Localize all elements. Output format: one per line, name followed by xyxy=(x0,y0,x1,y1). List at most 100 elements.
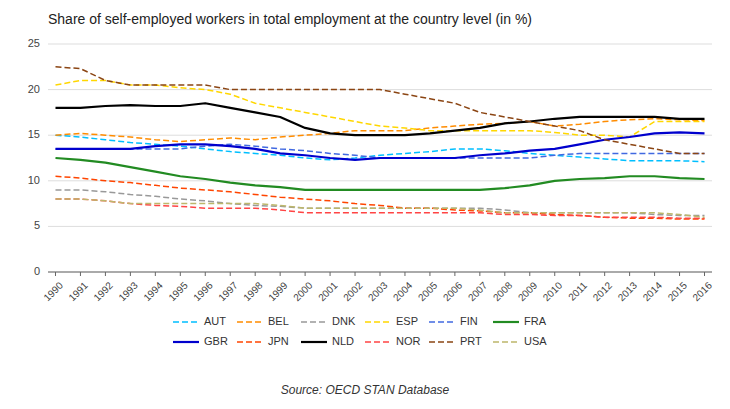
x-tick xyxy=(205,272,206,276)
x-tick-label: 2014 xyxy=(641,279,665,303)
x-tick-label: 2001 xyxy=(316,279,340,303)
source-note: Source: OECD STAN Database xyxy=(281,383,450,397)
x-tick-label: 2004 xyxy=(391,279,415,303)
legend-swatch xyxy=(365,321,391,323)
x-tick xyxy=(230,272,231,276)
x-tick xyxy=(679,272,680,276)
series-line xyxy=(55,103,704,135)
x-tick xyxy=(454,272,455,276)
legend-label: FRA xyxy=(524,315,547,327)
x-tick-label: 2015 xyxy=(666,279,690,303)
x-tick xyxy=(180,272,181,276)
legend-swatch xyxy=(173,341,199,343)
x-tick xyxy=(579,272,580,276)
grid-line xyxy=(48,180,712,181)
x-tick-label: 2006 xyxy=(441,279,465,303)
x-tick xyxy=(604,272,605,276)
legend-label: GBR xyxy=(204,335,228,347)
x-tick xyxy=(80,272,81,276)
lines xyxy=(55,67,704,219)
legend-label: FIN xyxy=(460,315,478,327)
x-tick-label: 2002 xyxy=(341,279,365,303)
legend-label: BEL xyxy=(268,315,289,327)
legend-label: USA xyxy=(524,335,547,347)
x-tick-label: 2008 xyxy=(491,279,515,303)
x-tick xyxy=(305,272,306,276)
legend-swatch xyxy=(237,321,263,323)
x-tick-label: 1992 xyxy=(91,279,115,303)
legend-swatch xyxy=(493,341,519,343)
x-tick-label: 1999 xyxy=(266,279,290,303)
x-tick-label: 2009 xyxy=(516,279,540,303)
legend-label: JPN xyxy=(268,335,289,347)
x-tick xyxy=(554,272,555,276)
y-tick-label: 25 xyxy=(28,37,40,49)
y-tick-label: 10 xyxy=(28,174,40,186)
legend-label: ESP xyxy=(396,315,418,327)
x-tick-label: 1995 xyxy=(166,279,190,303)
legend-swatch xyxy=(365,341,391,343)
x-tick xyxy=(504,272,505,276)
legend-swatch xyxy=(173,321,199,323)
series-line xyxy=(55,158,704,190)
legend-label: AUT xyxy=(204,315,226,327)
x-tick-label: 1990 xyxy=(41,279,65,303)
grid-line xyxy=(48,44,712,45)
series-line xyxy=(55,190,704,216)
x-tick xyxy=(404,272,405,276)
grid xyxy=(48,44,712,272)
series-line xyxy=(55,67,704,154)
x-tick xyxy=(330,272,331,276)
legend-swatch xyxy=(493,321,519,323)
x-tick-label: 1994 xyxy=(141,279,165,303)
x-tick-label: 2011 xyxy=(566,279,589,302)
series-line xyxy=(55,199,704,218)
x-tick-label: 1991 xyxy=(66,279,90,303)
series-line xyxy=(55,132,704,159)
x-tick-label: 2005 xyxy=(416,279,440,303)
legend-label: NLD xyxy=(332,335,354,347)
legend-label: DNK xyxy=(332,315,356,327)
y-tick-label: 0 xyxy=(34,265,40,277)
legend: AUT BEL DNK ESP FIN FRA GBR JPN NLD NOR PRT USA xyxy=(173,315,547,347)
x-tick-label: 2010 xyxy=(541,279,565,303)
x-tick-label: 1996 xyxy=(191,279,215,303)
x-tick xyxy=(629,272,630,276)
x-tick-label: 2000 xyxy=(291,279,315,303)
legend-swatch xyxy=(429,321,455,323)
series-line xyxy=(55,199,704,217)
x-tick xyxy=(280,272,281,276)
x-tick xyxy=(429,272,430,276)
legend-swatch xyxy=(429,341,455,343)
x-tick-label: 2013 xyxy=(616,279,640,303)
legend-label: NOR xyxy=(396,335,421,347)
legend-label: PRT xyxy=(460,335,482,347)
grid-line xyxy=(48,226,712,227)
x-tick-label: 2016 xyxy=(691,279,715,303)
x-tick xyxy=(55,272,56,276)
x-tick-label: 2012 xyxy=(591,279,615,303)
legend-swatch xyxy=(237,341,263,343)
chart: Share of self-employed workers in total … xyxy=(0,0,730,409)
legend-swatch xyxy=(301,341,327,343)
y-tick-label: 5 xyxy=(34,219,40,231)
y-tick-label: 20 xyxy=(28,83,40,95)
x-tick xyxy=(155,272,156,276)
x-tick xyxy=(105,272,106,276)
x-tick xyxy=(654,272,655,276)
x-tick xyxy=(355,272,356,276)
x-tick xyxy=(255,272,256,276)
x-tick-label: 1997 xyxy=(216,279,240,303)
series-line xyxy=(55,119,704,142)
x-tick-label: 1998 xyxy=(241,279,265,303)
x-tick-label: 2007 xyxy=(466,279,490,303)
x-tick-label: 1993 xyxy=(116,279,140,303)
title: Share of self-employed workers in total … xyxy=(48,11,532,27)
x-tick xyxy=(380,272,381,276)
x-tick xyxy=(529,272,530,276)
y-tick-label: 15 xyxy=(28,128,40,140)
x-tick-label: 2003 xyxy=(366,279,390,303)
x-tick xyxy=(704,272,705,276)
legend-swatch xyxy=(301,321,327,323)
series-line xyxy=(55,176,704,219)
